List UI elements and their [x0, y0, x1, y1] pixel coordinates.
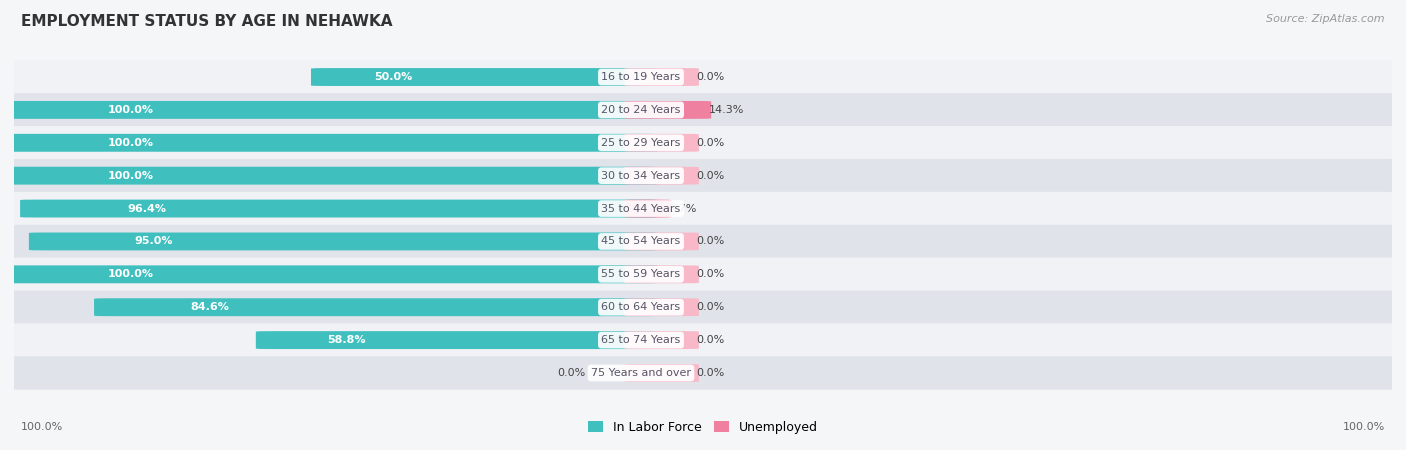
FancyBboxPatch shape	[10, 93, 1396, 126]
Text: 14.3%: 14.3%	[709, 105, 744, 115]
Text: 95.0%: 95.0%	[135, 236, 173, 247]
Text: 16 to 19 Years: 16 to 19 Years	[602, 72, 681, 82]
FancyBboxPatch shape	[624, 233, 699, 250]
FancyBboxPatch shape	[10, 324, 1396, 357]
FancyBboxPatch shape	[10, 291, 1396, 324]
FancyBboxPatch shape	[10, 159, 1396, 193]
FancyBboxPatch shape	[624, 134, 699, 152]
Text: 0.0%: 0.0%	[696, 335, 724, 345]
FancyBboxPatch shape	[0, 101, 658, 119]
Text: 35 to 44 Years: 35 to 44 Years	[602, 203, 681, 214]
FancyBboxPatch shape	[20, 200, 658, 217]
Text: Source: ZipAtlas.com: Source: ZipAtlas.com	[1267, 14, 1385, 23]
FancyBboxPatch shape	[10, 126, 1396, 159]
FancyBboxPatch shape	[0, 266, 658, 283]
Text: 3.7%: 3.7%	[669, 203, 697, 214]
FancyBboxPatch shape	[624, 266, 699, 283]
FancyBboxPatch shape	[256, 331, 658, 349]
Text: 0.0%: 0.0%	[696, 236, 724, 247]
Text: EMPLOYMENT STATUS BY AGE IN NEHAWKA: EMPLOYMENT STATUS BY AGE IN NEHAWKA	[21, 14, 392, 28]
Text: 0.0%: 0.0%	[696, 138, 724, 148]
Text: 25 to 29 Years: 25 to 29 Years	[602, 138, 681, 148]
FancyBboxPatch shape	[10, 225, 1396, 258]
FancyBboxPatch shape	[10, 257, 1396, 291]
FancyBboxPatch shape	[0, 167, 658, 184]
Text: 65 to 74 Years: 65 to 74 Years	[602, 335, 681, 345]
Text: 100.0%: 100.0%	[108, 105, 155, 115]
FancyBboxPatch shape	[624, 200, 672, 217]
Text: 100.0%: 100.0%	[108, 138, 155, 148]
Text: 45 to 54 Years: 45 to 54 Years	[602, 236, 681, 247]
FancyBboxPatch shape	[30, 233, 658, 250]
Text: 75 Years and over: 75 Years and over	[591, 368, 690, 378]
Text: 50.0%: 50.0%	[374, 72, 413, 82]
Text: 0.0%: 0.0%	[696, 171, 724, 180]
Text: 58.8%: 58.8%	[328, 335, 366, 345]
FancyBboxPatch shape	[624, 68, 699, 86]
FancyBboxPatch shape	[624, 167, 699, 184]
FancyBboxPatch shape	[624, 364, 699, 382]
Text: 100.0%: 100.0%	[108, 171, 155, 180]
Legend: In Labor Force, Unemployed: In Labor Force, Unemployed	[583, 417, 823, 438]
Text: 0.0%: 0.0%	[696, 368, 724, 378]
Text: 60 to 64 Years: 60 to 64 Years	[602, 302, 681, 312]
FancyBboxPatch shape	[94, 298, 658, 316]
Text: 0.0%: 0.0%	[558, 368, 586, 378]
Text: 0.0%: 0.0%	[696, 270, 724, 279]
FancyBboxPatch shape	[0, 134, 658, 152]
Text: 0.0%: 0.0%	[696, 72, 724, 82]
Text: 30 to 34 Years: 30 to 34 Years	[602, 171, 681, 180]
Text: 100.0%: 100.0%	[108, 270, 155, 279]
FancyBboxPatch shape	[624, 331, 699, 349]
Text: 84.6%: 84.6%	[190, 302, 229, 312]
Text: 0.0%: 0.0%	[696, 302, 724, 312]
FancyBboxPatch shape	[10, 60, 1396, 94]
FancyBboxPatch shape	[10, 356, 1396, 390]
Text: 100.0%: 100.0%	[21, 422, 63, 432]
Text: 100.0%: 100.0%	[1343, 422, 1385, 432]
FancyBboxPatch shape	[10, 192, 1396, 225]
Text: 96.4%: 96.4%	[128, 203, 166, 214]
FancyBboxPatch shape	[624, 101, 711, 119]
FancyBboxPatch shape	[624, 298, 699, 316]
Text: 55 to 59 Years: 55 to 59 Years	[602, 270, 681, 279]
FancyBboxPatch shape	[311, 68, 658, 86]
Text: 20 to 24 Years: 20 to 24 Years	[602, 105, 681, 115]
